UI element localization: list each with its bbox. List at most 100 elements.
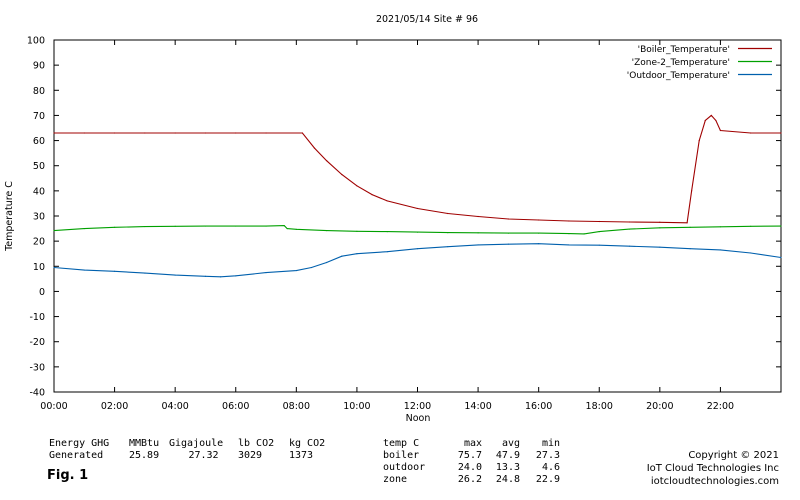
- x-tick-label: 00:00: [40, 401, 67, 412]
- y-axis-label: Temperature C: [4, 181, 15, 252]
- y-tick-label: 70: [33, 111, 45, 122]
- series-point: [659, 221, 661, 223]
- series-point: [715, 119, 717, 122]
- temp-header: temp C: [383, 438, 420, 449]
- y-tick-label: 60: [33, 136, 45, 147]
- series-point: [83, 132, 85, 134]
- series-point: [356, 185, 358, 187]
- series-point: [265, 271, 267, 274]
- x-tick-label: 06:00: [222, 401, 249, 412]
- energy-cell: Generated: [49, 450, 104, 461]
- series-point: [301, 132, 303, 134]
- series-point: [598, 244, 600, 246]
- series-line: [54, 114, 781, 224]
- series-point: [416, 207, 419, 210]
- series-point: [341, 255, 343, 257]
- series-point: [583, 233, 585, 235]
- series-point: [235, 275, 237, 277]
- temp-cell: zone: [383, 474, 408, 485]
- series-point: [386, 251, 388, 253]
- series-point: [628, 221, 631, 223]
- series-point: [204, 225, 207, 227]
- series-point: [144, 272, 146, 274]
- series-point: [326, 229, 328, 232]
- series-point: [53, 132, 55, 134]
- series-line: [53, 225, 782, 235]
- x-axis: 00:00 02:00 04:00 06:00 08:00 10:00 12:00 14:00…: [40, 40, 734, 412]
- series-point: [113, 226, 116, 228]
- temp-header-row: temp C max avg min: [383, 438, 560, 450]
- chart-title: 2021/05/14 Site # 96: [376, 14, 478, 25]
- series-point: [750, 225, 752, 227]
- copyright-block: Copyright © 2021 IoT Cloud Technologies …: [647, 449, 779, 488]
- series-point: [538, 232, 540, 234]
- series-point: [719, 249, 722, 251]
- series-point: [710, 114, 712, 117]
- y-tick-label: -20: [29, 337, 45, 348]
- series-point: [204, 132, 207, 134]
- x-tick-label: 10:00: [343, 401, 370, 412]
- series-point: [568, 244, 570, 246]
- temp-cell: 22.9: [535, 474, 560, 485]
- y-tick-label: -40: [29, 388, 45, 399]
- series-point: [53, 266, 55, 269]
- series-point: [568, 220, 570, 222]
- energy-header: Gigajoule: [169, 438, 224, 449]
- series-point: [310, 266, 313, 269]
- series-point: [686, 222, 688, 224]
- series-point: [113, 270, 116, 272]
- x-tick-label: 22:00: [707, 401, 734, 412]
- y-tick-label: 100: [27, 36, 45, 47]
- energy-header: kg CO2: [289, 438, 326, 449]
- energy-header: lb CO2: [238, 438, 275, 449]
- series-point: [83, 269, 85, 271]
- series-point: [598, 220, 600, 223]
- energy-header: MMBtu: [129, 438, 160, 449]
- series-point: [477, 244, 479, 246]
- series-point: [113, 132, 116, 134]
- series-point: [53, 229, 55, 232]
- series-point: [235, 225, 237, 227]
- energy-cell: 27.32: [188, 450, 219, 461]
- series-point: [447, 231, 449, 234]
- series-point: [204, 275, 207, 277]
- temp-row-outdoor: outdoor 24.0 13.3 4.6: [383, 462, 560, 474]
- temp-cell: 27.3: [535, 450, 560, 461]
- y-tick-label: 50: [33, 161, 45, 172]
- series-point: [719, 226, 722, 228]
- series-layer: [53, 114, 782, 278]
- series-point: [416, 248, 419, 250]
- energy-header: Energy GHG: [49, 438, 110, 449]
- x-tick-label: 04:00: [161, 401, 188, 412]
- temp-cell: outdoor: [383, 462, 426, 473]
- x-tick-label: 08:00: [283, 401, 310, 412]
- series-point: [477, 215, 479, 218]
- legend: 'Boiler_Temperature' 'Zone-2_Temperature'…: [627, 45, 772, 81]
- series-point: [341, 173, 343, 176]
- y-tick-label: 30: [33, 212, 45, 223]
- energy-table: Energy GHG MMBtu Gigajoule lb CO2 kg CO2…: [49, 438, 339, 462]
- series-point: [386, 230, 388, 233]
- series-point: [689, 248, 691, 250]
- series-point: [750, 132, 752, 134]
- series-point: [659, 227, 661, 229]
- temp-cell: 47.9: [495, 450, 520, 461]
- series-point: [371, 194, 373, 196]
- company-website: iotcloudtechnologies.com: [650, 476, 779, 487]
- y-tick-label: -10: [29, 312, 45, 323]
- legend-label: 'Boiler_Temperature': [638, 45, 730, 55]
- temp-cell: 4.6: [541, 462, 560, 473]
- temp-header: avg: [501, 438, 520, 449]
- series-point: [780, 225, 782, 227]
- energy-cell: 25.89: [129, 450, 160, 461]
- series-point: [295, 228, 297, 230]
- series-point: [477, 232, 479, 234]
- series-point: [416, 231, 419, 233]
- energy-cell: 1373: [289, 450, 314, 461]
- temp-header: max: [463, 438, 482, 449]
- temp-cell: 24.0: [457, 462, 482, 473]
- x-tick-label: 14:00: [464, 401, 491, 412]
- series-point: [174, 132, 176, 134]
- series-point: [144, 225, 146, 228]
